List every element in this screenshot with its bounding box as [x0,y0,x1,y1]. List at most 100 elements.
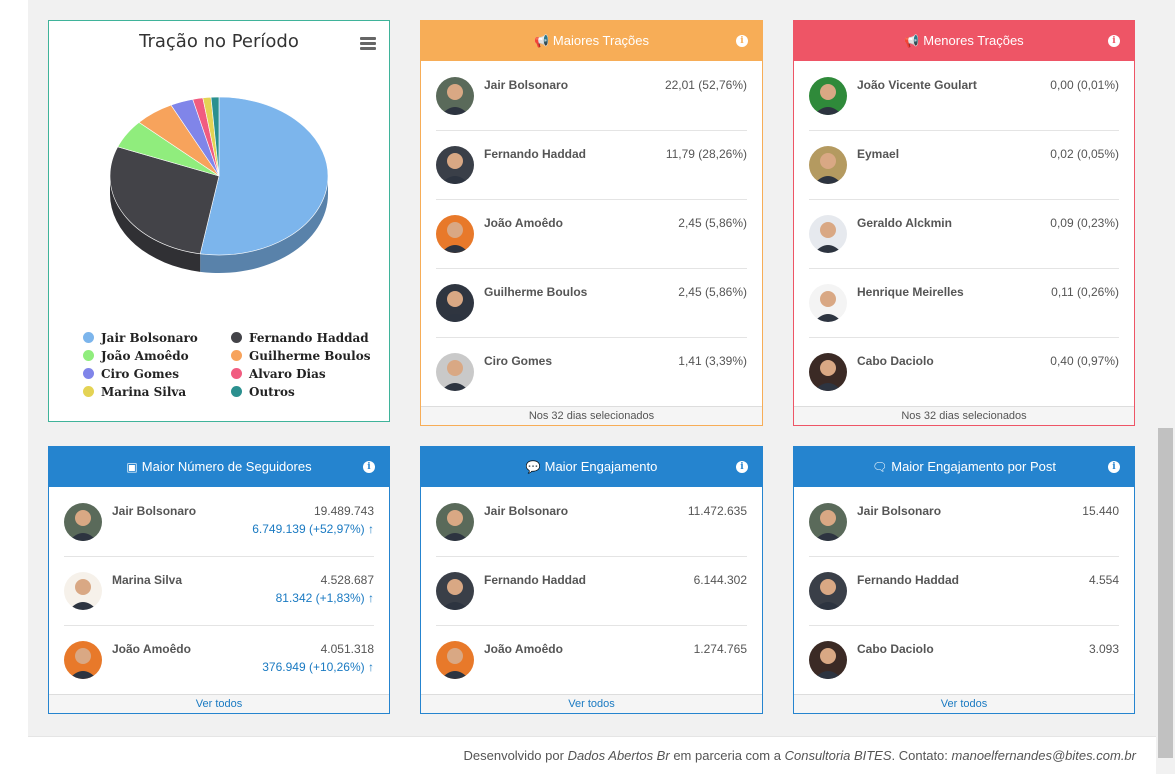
avatar [436,641,474,679]
candidate-value: 0,00 (0,01%) [1050,78,1119,92]
email-link[interactable]: manoelfernandes@bites.com.br [951,748,1136,763]
ver-todos-link[interactable]: Ver todos [794,694,1134,713]
legend-swatch [83,332,94,343]
legend-item[interactable]: Fernando Haddad [231,331,369,345]
list-item[interactable]: João Amoêdo 4.051.318 376.949 (+10,26%) ↑ [64,626,374,695]
candidate-value: 4.528.687 [320,573,374,587]
partner-link[interactable]: Consultoria BITES [784,748,892,763]
candidate-name: Geraldo Alckmin [857,216,952,230]
hamburger-menu-icon[interactable] [360,37,376,51]
growth-delta: 81.342 (+1,83%) ↑ [275,591,374,605]
list-item[interactable]: Geraldo Alckmin 0,09 (0,23%) [809,200,1119,269]
legend-swatch [83,386,94,397]
list-item[interactable]: João Amoêdo 2,45 (5,86%) [436,200,747,269]
candidate-name: João Amoêdo [112,642,191,656]
author-link[interactable]: Dados Abertos Br [567,748,670,763]
avatar [436,503,474,541]
avatar [64,503,102,541]
legend-item[interactable]: Marina Silva [83,385,186,399]
candidate-value: 11,79 (28,26%) [665,147,747,161]
pie-slice[interactable]: Fernando Haddad [109,146,220,255]
candidate-name: Cabo Daciolo [857,354,934,368]
candidate-name: João Vicente Goulart [857,78,977,92]
list-item[interactable]: Marina Silva 4.528.687 81.342 (+1,83%) ↑ [64,557,374,626]
arrow-up-icon: ↑ [364,522,374,536]
candidate-value: 4.051.318 [320,642,374,656]
info-icon[interactable]: i [1108,35,1120,47]
list-item[interactable]: Henrique Meirelles 0,11 (0,26%) [809,269,1119,338]
footer-text: . Contato: [891,748,948,763]
avatar [809,641,847,679]
list-item[interactable]: João Amoêdo 1.274.765 [436,626,747,695]
avatar [436,77,474,115]
list-item[interactable]: Fernando Haddad 4.554 [809,557,1119,626]
info-icon[interactable]: i [1108,461,1120,473]
panel-header: 📢 Menores Trações i [794,21,1134,61]
maiores-tracoes-panel: 📢 Maiores Trações i Jair Bolsonaro 22,01 (5… [420,20,763,426]
panel-header: 🗨 Maior Engajamento por Post i [794,447,1134,487]
vertical-scrollbar[interactable] [1156,0,1175,774]
avatar [436,215,474,253]
panel-header: 📢 Maiores Trações i [421,21,762,61]
list-item[interactable]: Cabo Daciolo 0,40 (0,97%) [809,338,1119,407]
info-icon[interactable]: i [363,461,375,473]
engajamento-panel: 💬 Maior Engajamento i Jair Bolsonaro 11.472… [420,446,763,714]
candidate-value: 2,45 (5,86%) [678,285,747,299]
candidate-name: João Amoêdo [484,216,563,230]
legend-item[interactable]: Jair Bolsonaro [83,331,198,345]
list-item[interactable]: Jair Bolsonaro 22,01 (52,76%) [436,62,747,131]
scrollbar-thumb[interactable] [1158,428,1173,758]
list-item[interactable]: Jair Bolsonaro 15.440 [809,488,1119,557]
list-item[interactable]: Ciro Gomes 1,41 (3,39%) [436,338,747,407]
avatar [809,77,847,115]
ver-todos-link[interactable]: Ver todos [421,694,762,713]
candidate-name: Jair Bolsonaro [112,504,197,518]
legend-item[interactable]: Alvaro Dias [231,367,326,381]
candidate-name: Fernando Haddad [484,573,587,587]
candidate-name: Marina Silva [112,573,183,587]
info-icon[interactable]: i [736,461,748,473]
pie-slice[interactable]: Outros [210,96,220,177]
candidate-name: Henrique Meirelles [857,285,964,299]
panel-header: ▣ Maior Número de Seguidores i [49,447,389,487]
pie-slice[interactable]: Jair Bolsonaro [199,96,329,256]
candidate-value: 15.440 [1082,504,1119,518]
legend-swatch [83,368,94,379]
list-item[interactable]: João Vicente Goulart 0,00 (0,01%) [809,62,1119,131]
avatar [436,146,474,184]
engajamento-post-panel: 🗨 Maior Engajamento por Post i Jair Bolson… [793,446,1135,714]
info-icon[interactable]: i [736,35,748,47]
list-item[interactable]: Guilherme Boulos 2,45 (5,86%) [436,269,747,338]
candidate-name: Ciro Gomes [484,354,553,368]
avatar [436,572,474,610]
candidate-value: 22,01 (52,76%) [664,78,747,92]
list-item[interactable]: Jair Bolsonaro 11.472.635 [436,488,747,557]
legend-item[interactable]: Guilherme Boulos [231,349,370,363]
page-footer: Desenvolvido por Dados Abertos Br em par… [28,736,1156,774]
candidate-value: 1.274.765 [693,642,747,656]
legend-swatch [231,368,242,379]
legend-swatch [83,350,94,361]
panel-footer: Nos 32 dias selecionados [794,406,1134,425]
candidate-value: 2,45 (5,86%) [678,216,747,230]
legend-item[interactable]: Ciro Gomes [83,367,179,381]
avatar [64,572,102,610]
legend-item[interactable]: João Amoêdo [83,349,189,363]
candidate-name: Jair Bolsonaro [857,504,942,518]
candidate-name: Guilherme Boulos [484,285,588,299]
legend-item[interactable]: Outros [231,385,295,399]
candidate-value: 11.472.635 [687,504,747,518]
list-item[interactable]: Jair Bolsonaro 19.489.743 6.749.139 (+52,9… [64,488,374,557]
list-item[interactable]: Fernando Haddad 6.144.302 [436,557,747,626]
list-item[interactable]: Cabo Daciolo 3.093 [809,626,1119,695]
megaphone-icon: 📢 [533,34,549,48]
avatar [436,353,474,391]
ver-todos-link[interactable]: Ver todos [49,694,389,713]
list-item[interactable]: Fernando Haddad 11,79 (28,26%) [436,131,747,200]
candidate-name: Fernando Haddad [484,147,587,161]
candidate-value: 6.144.302 [693,573,747,587]
candidate-name: Jair Bolsonaro [484,504,569,518]
list-item[interactable]: Eymael 0,02 (0,05%) [809,131,1119,200]
candidate-name: Cabo Daciolo [857,642,934,656]
